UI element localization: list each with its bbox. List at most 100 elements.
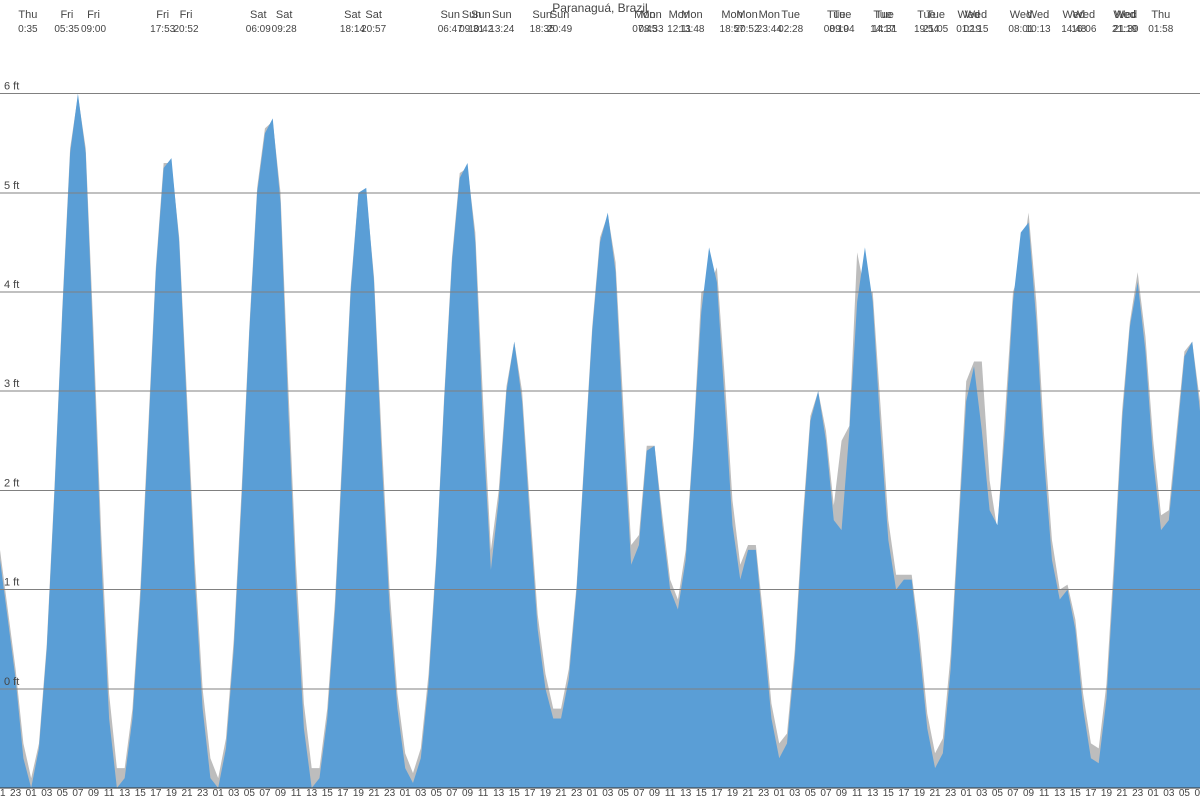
tide-chart-svg: 0 ft1 ft2 ft3 ft4 ft5 ft6 ft212301030507… [0,0,1200,800]
x-tick-label: 09 [275,788,287,799]
event-time-label: 06:09 [246,24,271,35]
tide-series-primary [0,94,1200,788]
x-tick-label: 11 [852,788,863,799]
event-day-label: Thu [1151,9,1170,21]
y-tick-label: 1 ft [4,577,19,589]
x-tick-label: 19 [166,788,178,799]
x-tick-label: 03 [602,788,614,799]
event-day-label: Sat [250,9,267,21]
event-time-label: 02:15 [963,24,988,35]
y-tick-label: 2 ft [4,477,19,489]
x-tick-label: 11 [104,788,115,799]
x-tick-label: 21 [930,788,942,799]
event-day-label: Sun [471,9,491,21]
x-tick-label: 21 [555,788,567,799]
event-day-label: Wed [1115,9,1137,21]
x-tick-label: 17 [150,788,162,799]
x-tick-label: 23 [571,788,583,799]
event-day-label: Mon [759,9,780,21]
event-time-label: 08:33 [639,24,664,35]
event-day-label: Fri [60,9,73,21]
x-tick-label: 01 [213,788,225,799]
x-tick-label: 05 [431,788,443,799]
event-day-label: Fri [180,9,193,21]
x-tick-label: 21 [368,788,380,799]
x-tick-label: 17 [711,788,723,799]
event-day-label: Tue [875,9,894,21]
x-tick-label: 21 [1117,788,1129,799]
x-tick-label: 17 [898,788,910,799]
x-tick-label: 01 [400,788,412,799]
x-tick-label: 19 [914,788,926,799]
x-tick-label: 07 [446,788,458,799]
event-time-label: 13:48 [679,24,704,35]
x-tick-label: 15 [509,788,521,799]
y-tick-label: 4 ft [4,279,19,291]
x-tick-label: 23 [1132,788,1144,799]
x-tick-label: 23 [197,788,209,799]
x-tick-label: 13 [867,788,879,799]
event-day-label: Tue [781,9,800,21]
event-time-label: 17:53 [150,24,175,35]
x-tick-label: 11 [291,788,302,799]
x-tick-label: 09 [462,788,474,799]
x-tick-label: 17 [1085,788,1097,799]
event-day-label: Mon [640,9,661,21]
event-day-label: Sun [492,9,512,21]
tide-chart: 0 ft1 ft2 ft3 ft4 ft5 ft6 ft212301030507… [0,0,1200,800]
x-tick-label: 09 [1023,788,1035,799]
event-day-label: Mon [736,9,757,21]
x-tick-label: 07 [1194,788,1200,799]
x-tick-label: 23 [384,788,396,799]
event-day-label: Sun [550,9,570,21]
event-day-label: Wed [1073,9,1095,21]
event-day-label: Sun [440,9,460,21]
event-time-label: 01:58 [1148,24,1173,35]
event-time-label: 20:57 [361,24,386,35]
y-tick-label: 5 ft [4,180,19,192]
event-day-label: Fri [87,9,100,21]
event-time-label: 21:05 [923,24,948,35]
x-tick-label: 01 [1148,788,1160,799]
event-day-label: Sat [276,9,293,21]
x-tick-label: 03 [228,788,240,799]
x-tick-label: 03 [1163,788,1175,799]
x-tick-label: 15 [322,788,334,799]
x-tick-label: 11 [1039,788,1050,799]
event-time-label: 05:35 [54,24,79,35]
x-tick-label: 03 [415,788,427,799]
event-day-label: Thu [18,9,37,21]
x-tick-label: 07 [633,788,645,799]
x-tick-label: 01 [961,788,973,799]
x-tick-label: 17 [337,788,349,799]
y-tick-label: 6 ft [4,81,19,93]
x-tick-label: 05 [1179,788,1191,799]
event-time-label: 0:35 [18,24,38,35]
x-tick-label: 01 [26,788,38,799]
event-time-label: 20:49 [547,24,572,35]
event-day-label: Mon [681,9,702,21]
x-tick-label: 03 [41,788,53,799]
x-tick-label: 03 [789,788,801,799]
x-tick-label: 15 [696,788,708,799]
x-tick-label: 19 [353,788,365,799]
y-tick-label: 0 ft [4,676,19,688]
event-day-label: Sat [365,9,382,21]
x-tick-label: 19 [540,788,552,799]
x-tick-label: 07 [1007,788,1019,799]
x-tick-label: 15 [135,788,147,799]
x-tick-label: 13 [680,788,692,799]
x-tick-label: 05 [57,788,69,799]
x-tick-label: 11 [478,788,489,799]
event-time-label: 13:24 [489,24,514,35]
x-tick-label: 15 [883,788,895,799]
x-tick-label: 19 [1101,788,1113,799]
x-tick-label: 19 [727,788,739,799]
x-tick-label: 09 [649,788,661,799]
x-tick-label: 23 [945,788,957,799]
event-day-label: Fri [156,9,169,21]
x-tick-label: 05 [992,788,1004,799]
y-tick-label: 3 ft [4,378,19,390]
x-tick-label: 05 [805,788,817,799]
event-time-label: 09:04 [830,24,855,35]
